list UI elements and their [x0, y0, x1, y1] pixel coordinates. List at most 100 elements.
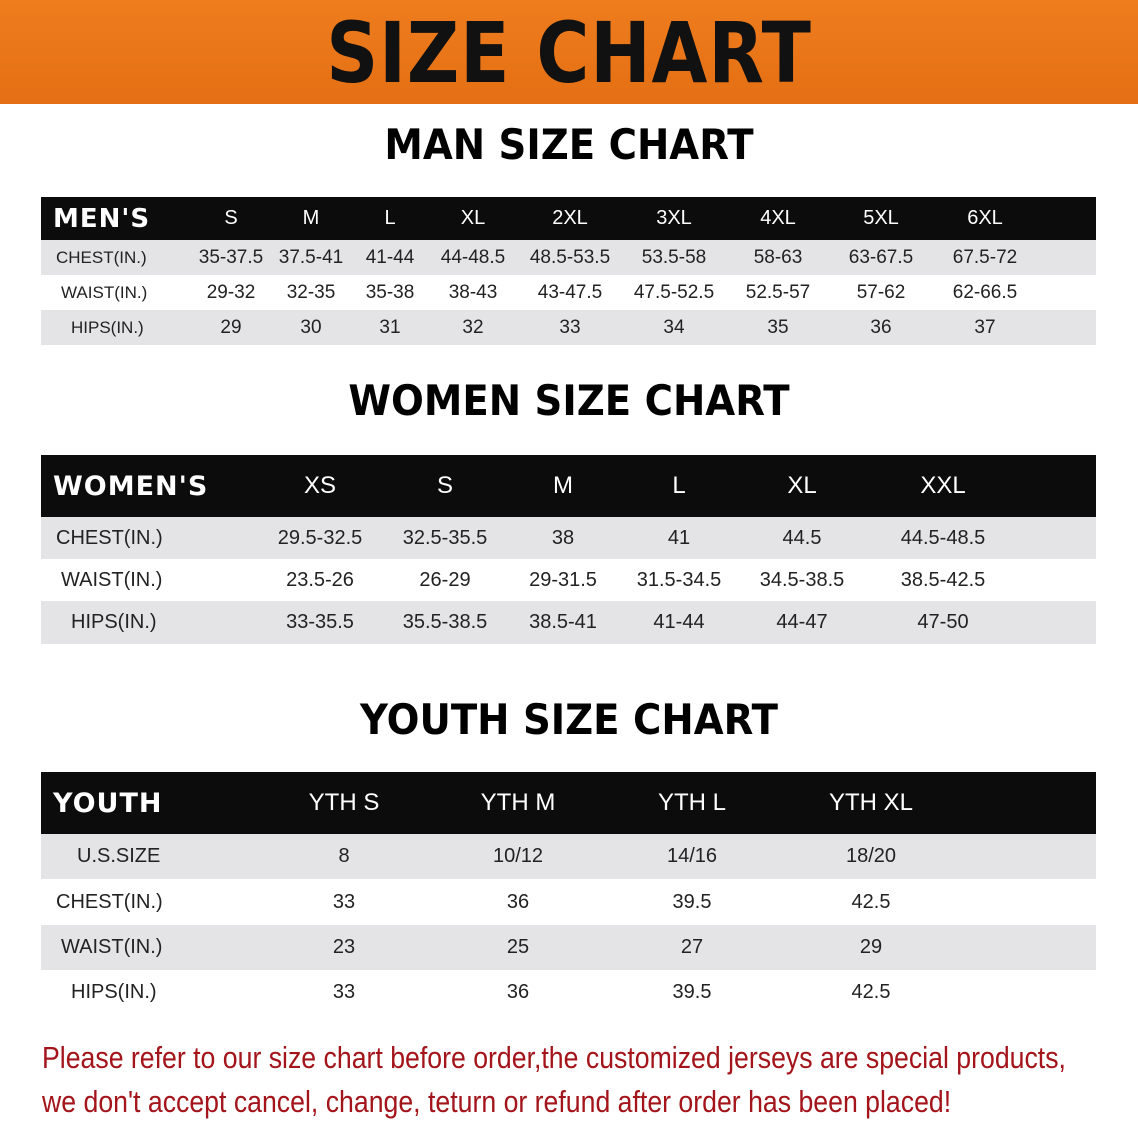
table-row: WAIST(IN.) 23 25 27 29	[41, 925, 1096, 970]
table-cell: 32-35	[286, 281, 336, 303]
size-column-header: XS	[303, 472, 337, 499]
table-cell: 44.5	[782, 526, 822, 549]
header-banner: SIZE CHART	[0, 0, 1138, 104]
table-row: U.S.SIZE 8 10/12 14/16 18/20	[41, 834, 1096, 879]
table-cell: 35.5-38.5	[402, 611, 488, 633]
table-cell: 29-32	[206, 281, 256, 303]
table-cell: 10/12	[492, 845, 544, 867]
table-cell: 37	[974, 316, 996, 338]
table-cell: 44.5-48.5	[900, 526, 986, 549]
table-cell: 29.5-32.5	[277, 526, 363, 549]
table-cell: 23.5-26	[286, 568, 354, 591]
table-cell: 35-37.5	[198, 246, 264, 268]
table-cell: 14/16	[666, 845, 718, 867]
men-header-row: MEN'S S M L XL 2XL 3XL 4XL 5XL 6XL	[41, 197, 1096, 240]
size-column-header: L	[384, 207, 396, 229]
women-section-title: WOMEN SIZE CHART	[348, 376, 790, 425]
table-cell: 42.5	[851, 890, 891, 913]
size-column-header: 2XL	[552, 207, 588, 229]
row-label: CHEST(IN.)	[56, 890, 163, 913]
youth-size-table: YOUTH YTH S YTH M YTH L YTH XL U.S.SIZE 8 10/12…	[41, 772, 1096, 1015]
table-cell: 29-31.5	[529, 568, 597, 591]
youth-header-label: YOUTH	[53, 787, 163, 819]
table-cell: 63-67.5	[848, 246, 914, 268]
women-header-row: WOMEN'S XS S M L XL XXL	[41, 455, 1096, 517]
table-cell: 35-38	[365, 281, 415, 303]
row-label: CHEST(IN.)	[56, 526, 163, 549]
table-row: HIPS(IN.) 33 36 39.5 42.5	[41, 970, 1096, 1015]
youth-header-row: YOUTH YTH S YTH M YTH L YTH XL	[41, 772, 1096, 834]
table-cell: 26-29	[419, 568, 471, 591]
men-size-table: MEN'S S M L XL 2XL 3XL 4XL 5XL 6XL CHEST(IN.) 35-37…	[41, 197, 1096, 345]
table-cell: 18/20	[845, 845, 897, 867]
table-cell: 42.5	[851, 981, 891, 1003]
table-cell: 23	[332, 936, 356, 958]
table-cell: 34.5-38.5	[759, 568, 845, 591]
table-cell: 41	[667, 526, 691, 549]
table-cell: 36	[506, 981, 530, 1003]
table-cell: 67.5-72	[952, 246, 1018, 268]
size-column-header: S	[224, 207, 238, 229]
table-cell: 29	[859, 936, 883, 958]
women-header-label: WOMEN'S	[53, 470, 209, 502]
women-size-table: WOMEN'S XS S M L XL XXL CHEST(IN.) 29.5-32.5 32.5…	[41, 455, 1096, 644]
table-cell: 57-62	[856, 281, 906, 303]
table-cell: 27	[680, 936, 704, 958]
notice-line-2: we don't accept cancel, change, teturn o…	[42, 1084, 952, 1119]
table-cell: 48.5-53.5	[529, 246, 611, 268]
notice-line-1: Please refer to our size chart before or…	[42, 1040, 1066, 1075]
size-column-header: L	[672, 472, 686, 499]
size-column-header: YTH S	[308, 789, 380, 816]
table-cell: 25	[506, 936, 530, 958]
order-notice: Please refer to our size chart before or…	[42, 1036, 1134, 1124]
table-row: CHEST(IN.) 29.5-32.5 32.5-35.5 38 41 44.5 44.5…	[41, 517, 1096, 559]
table-row: WAIST(IN.) 29-32 32-35 35-38 38-43 43-47.5 47.…	[41, 275, 1096, 310]
table-cell: 43-47.5	[537, 281, 603, 303]
size-column-header: S	[436, 472, 454, 499]
size-column-header: YTH M	[480, 789, 556, 816]
men-section-title: MAN SIZE CHART	[384, 120, 754, 169]
table-cell: 44-47	[776, 611, 828, 633]
table-cell: 38-43	[448, 281, 498, 303]
table-row: WAIST(IN.) 23.5-26 26-29 29-31.5 31.5-34.5 34…	[41, 559, 1096, 601]
table-cell: 36	[506, 890, 530, 913]
table-cell: 29	[220, 316, 242, 338]
size-column-header: 3XL	[656, 207, 692, 229]
row-label: CHEST(IN.)	[56, 247, 147, 267]
table-cell: 41-44	[653, 611, 705, 633]
table-cell: 38.5-41	[529, 611, 597, 633]
table-cell: 53.5-58	[641, 246, 707, 268]
table-cell: 37.5-41	[278, 246, 344, 268]
row-label: HIPS(IN.)	[71, 317, 144, 337]
table-row: HIPS(IN.) 29 30 31 32 33 34 35 36 37	[41, 310, 1096, 345]
table-cell: 30	[300, 316, 322, 338]
table-cell: 33	[559, 316, 581, 338]
table-cell: 36	[870, 316, 892, 338]
table-cell: 32.5-35.5	[402, 526, 488, 549]
size-column-header: M	[302, 207, 320, 229]
table-cell: 41-44	[365, 246, 415, 268]
table-cell: 31	[379, 316, 401, 338]
table-cell: 35	[767, 316, 789, 338]
table-row: CHEST(IN.) 35-37.5 37.5-41 41-44 44-48.5 48.5…	[41, 240, 1096, 275]
size-column-header: XL	[460, 207, 486, 229]
table-cell: 38	[551, 526, 575, 549]
size-column-header: M	[553, 472, 573, 499]
size-column-header: 4XL	[760, 207, 796, 229]
table-cell: 32	[462, 316, 484, 338]
table-cell: 58-63	[753, 246, 803, 268]
table-cell: 44-48.5	[440, 246, 506, 268]
row-label: WAIST(IN.)	[61, 282, 148, 302]
table-cell: 33	[332, 890, 356, 913]
table-cell: 47.5-52.5	[633, 281, 715, 303]
men-header-label: MEN'S	[53, 203, 151, 234]
size-column-header: YTH L	[657, 789, 727, 816]
table-cell: 38.5-42.5	[900, 568, 986, 591]
page-title: SIZE CHART	[326, 4, 812, 102]
size-column-header: 6XL	[967, 207, 1003, 229]
table-cell: 34	[663, 316, 685, 338]
table-cell: 8	[338, 845, 350, 867]
row-label: HIPS(IN.)	[71, 611, 157, 633]
size-column-header: YTH XL	[828, 789, 914, 816]
table-cell: 31.5-34.5	[636, 568, 722, 591]
